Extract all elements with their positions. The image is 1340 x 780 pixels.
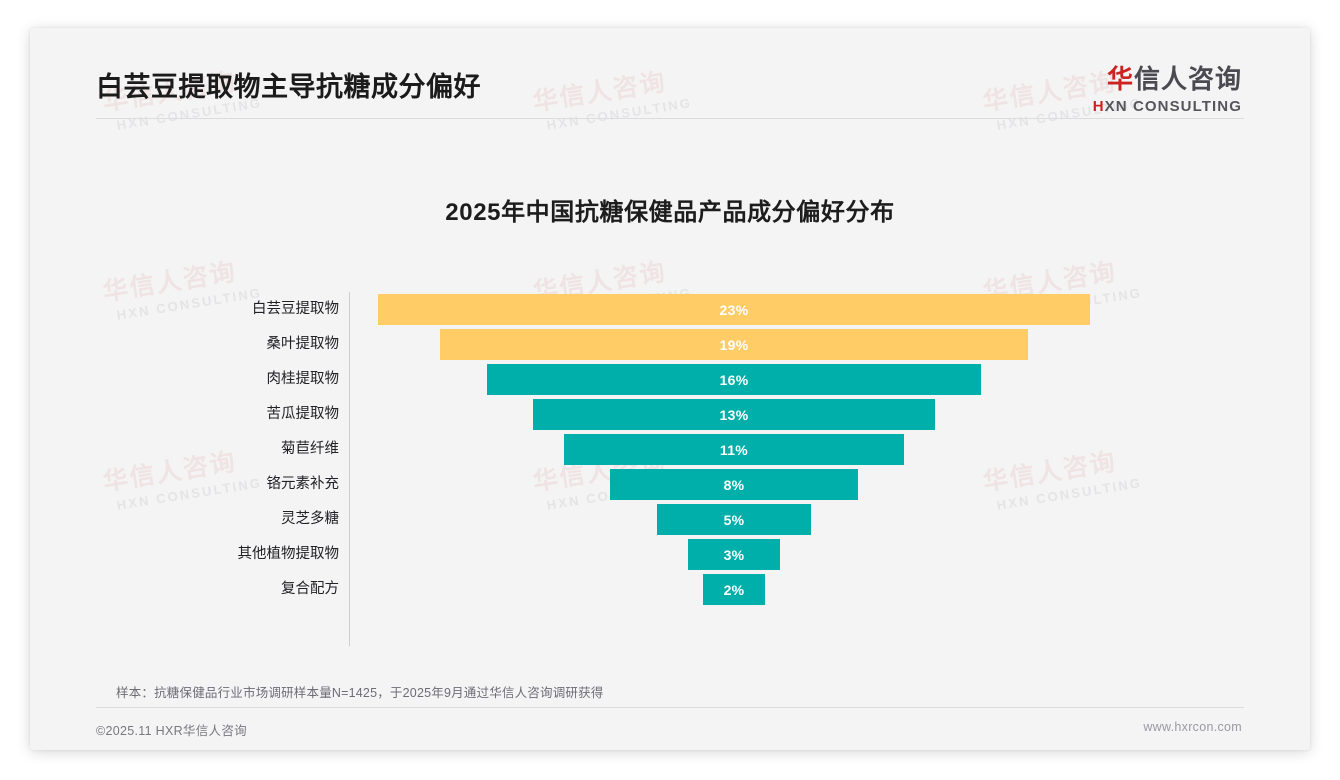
slide-page: 华信人咨询 HXN CONSULTING 华信人咨询 HXN CONSULTING 华信… <box>30 28 1310 750</box>
funnel-bar-value: 13% <box>719 406 749 423</box>
header-divider <box>96 118 1244 119</box>
funnel-bar-value: 5% <box>723 511 745 528</box>
funnel-row[interactable]: 复合配方 2% <box>96 574 1244 605</box>
logo-chinese-red: 华 <box>1106 64 1134 94</box>
page-title: 白芸豆提取物主导抗糖成分偏好 <box>96 72 481 102</box>
brand-logo: 华信人咨询 HXN CONSULTING <box>1093 66 1242 114</box>
logo-chinese: 华信人咨询 <box>1093 66 1242 92</box>
funnel-row[interactable]: 苦瓜提取物 13% <box>96 399 1244 430</box>
funnel-bar-value: 8% <box>723 476 745 493</box>
funnel-bar[interactable]: 2% <box>703 574 765 605</box>
sample-note: 样本：抗糖保健品行业市场调研样本量N=1425，于2025年9月通过华信人咨询调… <box>116 686 604 700</box>
funnel-bar-value: 2% <box>723 581 745 598</box>
chart-axis-line <box>349 292 350 646</box>
funnel-category-label: 灵芝多糖 <box>281 511 339 527</box>
funnel-category-label: 桑叶提取物 <box>266 336 340 352</box>
funnel-bar[interactable]: 11% <box>563 434 905 465</box>
funnel-bar-value: 19% <box>719 336 749 353</box>
funnel-category-label: 肉桂提取物 <box>266 371 340 387</box>
funnel-row[interactable]: 桑叶提取物 19% <box>96 329 1244 360</box>
funnel-bar-value: 16% <box>719 371 749 388</box>
funnel-category-label: 复合配方 <box>281 581 339 597</box>
funnel-row[interactable]: 铬元素补充 8% <box>96 469 1244 500</box>
funnel-chart: 白芸豆提取物 23% 桑叶提取物 19% 肉桂提取物 16% 苦瓜提取物 13% 菊苣纤维 11%… <box>96 288 1244 648</box>
funnel-category-label: 铬元素补充 <box>266 476 340 492</box>
funnel-bar[interactable]: 19% <box>440 329 1028 360</box>
funnel-row[interactable]: 灵芝多糖 5% <box>96 504 1244 535</box>
chart-area: 2025年中国抗糖保健品产品成分偏好分布 白芸豆提取物 23% 桑叶提取物 19% 肉桂… <box>30 120 1310 680</box>
funnel-bar[interactable]: 3% <box>687 539 781 570</box>
slide-footer: 样本：抗糖保健品行业市场调研样本量N=1425，于2025年9月通过华信人咨询调… <box>30 680 1310 750</box>
copyright-text: ©2025.11 HXR华信人咨询 <box>96 724 247 738</box>
funnel-bar-value: 3% <box>723 546 745 563</box>
funnel-bar[interactable]: 23% <box>378 294 1090 325</box>
funnel-bar-value: 23% <box>719 301 749 318</box>
website-link[interactable]: www.hxrcon.com <box>1143 720 1242 734</box>
funnel-category-label: 菊苣纤维 <box>281 441 339 457</box>
logo-english-rest: XN CONSULTING <box>1104 98 1242 115</box>
footer-divider <box>96 707 1244 708</box>
funnel-row[interactable]: 其他植物提取物 3% <box>96 539 1244 570</box>
funnel-row[interactable]: 肉桂提取物 16% <box>96 364 1244 395</box>
funnel-bar[interactable]: 16% <box>486 364 982 395</box>
logo-chinese-rest: 信人咨询 <box>1133 64 1242 94</box>
slide-header: 白芸豆提取物主导抗糖成分偏好 华信人咨询 HXN CONSULTING <box>30 28 1310 120</box>
funnel-bar[interactable]: 13% <box>532 399 936 430</box>
funnel-row[interactable]: 菊苣纤维 11% <box>96 434 1244 465</box>
funnel-bar[interactable]: 8% <box>610 469 858 500</box>
chart-title: 2025年中国抗糖保健品产品成分偏好分布 <box>445 199 895 226</box>
funnel-category-label: 白芸豆提取物 <box>252 301 339 317</box>
funnel-category-label: 苦瓜提取物 <box>266 406 340 422</box>
logo-english: HXN CONSULTING <box>1093 99 1242 114</box>
funnel-bar-value: 11% <box>719 441 749 458</box>
funnel-bar[interactable]: 5% <box>656 504 812 535</box>
funnel-row[interactable]: 白芸豆提取物 23% <box>96 294 1244 325</box>
logo-english-red: H <box>1092 98 1105 115</box>
funnel-category-label: 其他植物提取物 <box>237 546 340 562</box>
